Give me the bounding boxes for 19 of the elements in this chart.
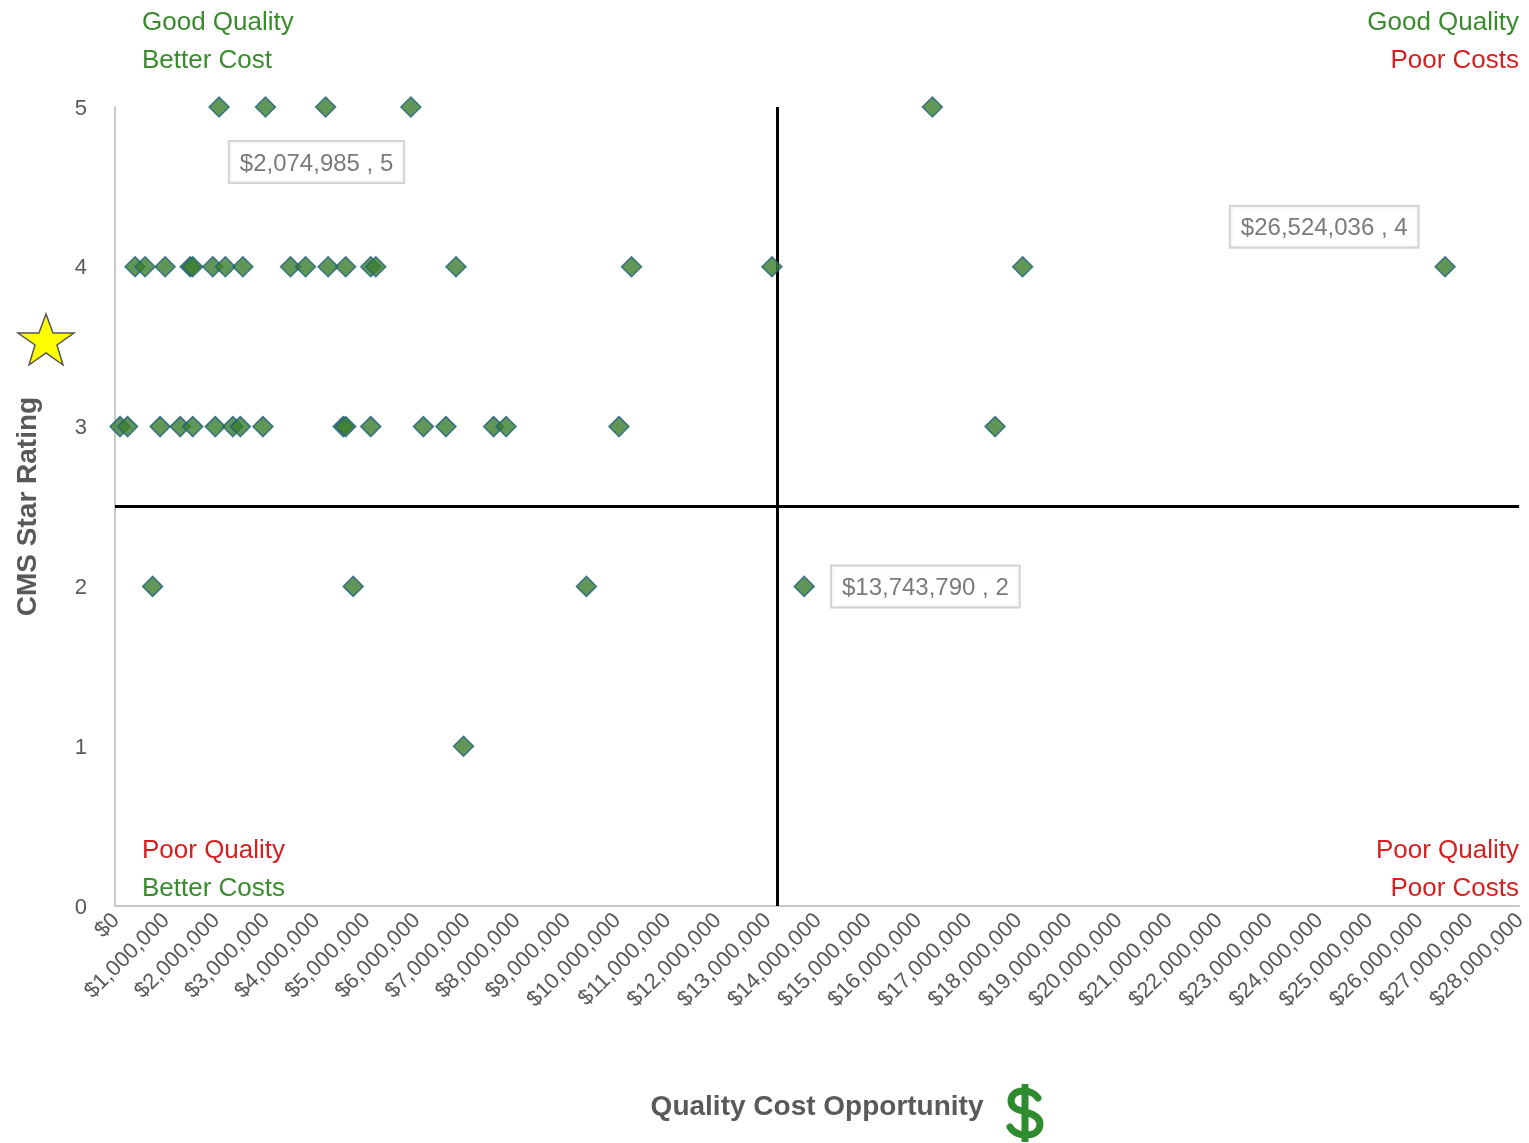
y-tick-label: 2 [74,573,87,599]
text: Good Quality [142,6,294,36]
y-tick-label: 5 [74,94,87,120]
y-tick-label: 4 [74,254,87,280]
annotation: Poor Quality [142,834,286,864]
text: Better Cost [142,44,273,74]
annotation: Poor Quality [1375,834,1520,864]
y-tick-label: 3 [74,414,87,440]
y-tick-label: 1 [74,733,87,759]
data-label: $2,074,985 , 5 [239,148,394,176]
y-tick-label: 0 [74,893,87,919]
x-axis-title: Quality Cost Opportunity [650,1089,984,1121]
data-label: $13,743,790 , 2 [841,572,1009,600]
y-axis-title: CMS Star Rating [10,396,42,617]
data-label: $26,524,036 , 4 [1240,213,1408,241]
text: Poor Costs [1390,44,1520,74]
text: Good Quality [1367,6,1519,36]
annotation: Poor Costs [1390,872,1520,902]
annotation: Better Costs [142,872,286,902]
